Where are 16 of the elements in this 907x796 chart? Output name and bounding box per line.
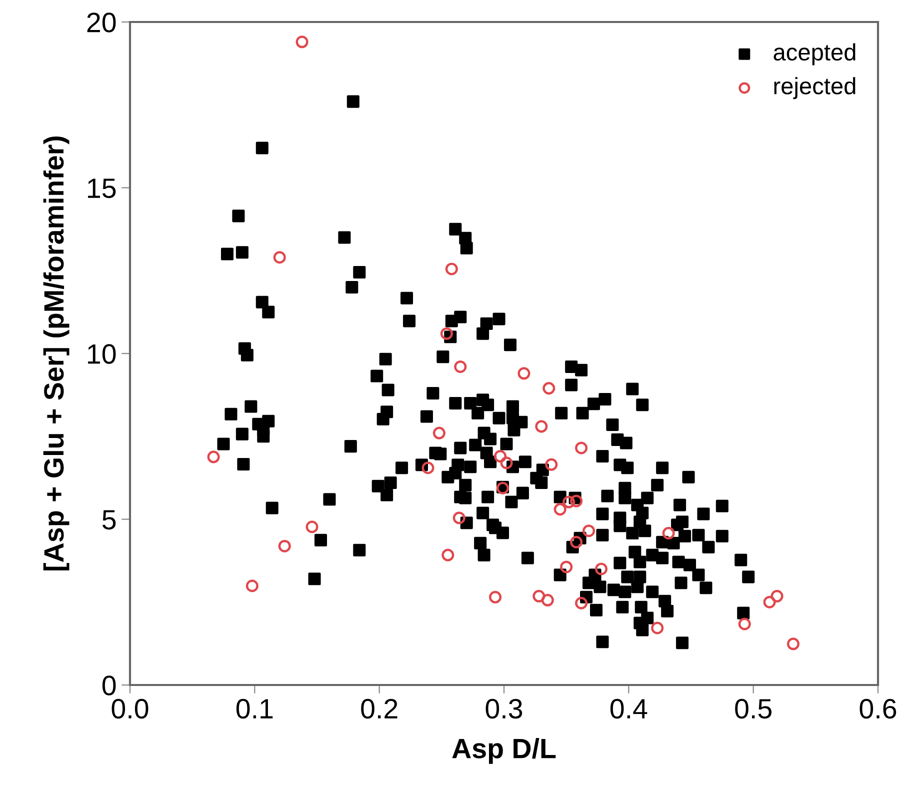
y-axis-title: [Asp + Glu + Ser] (pM/foraminfer): [43, 136, 70, 570]
x-tick-label: 0.0: [112, 698, 148, 719]
x-tick-label: 0.5: [735, 698, 772, 719]
y-tick-label: 20: [87, 12, 116, 32]
legend-label: rejected: [774, 77, 856, 100]
legend-label: acepted: [774, 43, 856, 66]
x-tick-label: 0.6: [860, 698, 896, 719]
x-tick-label: 0.3: [486, 698, 522, 719]
y-tick-label: 15: [88, 178, 116, 198]
y-tick-label: 5: [102, 510, 116, 530]
x-tick-label: 0.2: [361, 698, 398, 719]
x-tick-label: 0.1: [236, 698, 273, 719]
y-tick-label: 10: [88, 344, 116, 364]
y-tick-label: 0: [102, 676, 116, 696]
x-tick-label: 0.4: [610, 698, 648, 719]
x-axis-title: Asp D/L: [452, 738, 556, 764]
